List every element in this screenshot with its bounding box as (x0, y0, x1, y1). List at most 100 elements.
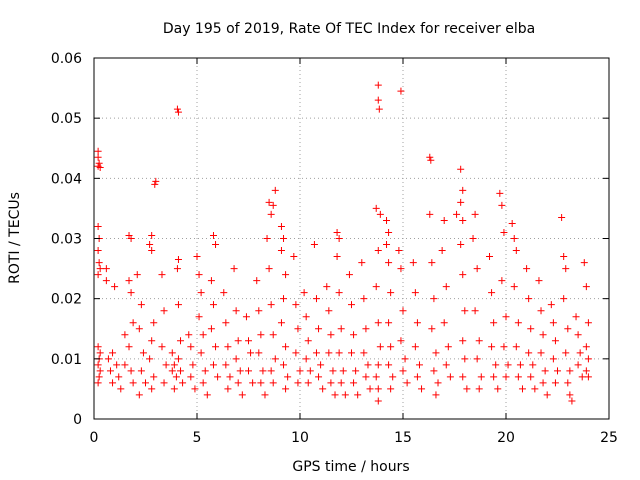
data-point (327, 331, 335, 339)
data-point (568, 397, 576, 405)
data-point (374, 247, 382, 255)
data-point (500, 228, 508, 236)
data-point (325, 307, 333, 315)
y-axis-ticks: 0 0.01 0.02 0.03 0.04 0.05 0.06 (51, 51, 609, 428)
data-point (174, 256, 182, 264)
data-point (160, 379, 168, 387)
data-point (335, 289, 343, 297)
data-point (170, 361, 178, 369)
data-point (271, 186, 279, 194)
data-point (500, 343, 508, 351)
data-point (133, 271, 141, 279)
data-point (209, 361, 217, 369)
data-point (127, 367, 135, 375)
data-point (335, 349, 343, 357)
data-point (385, 228, 393, 236)
data-point (170, 385, 178, 393)
x-tick-label: 25 (600, 430, 618, 446)
data-point (300, 289, 308, 297)
data-point (426, 153, 434, 161)
data-point (562, 265, 570, 273)
data-point (403, 379, 411, 387)
data-point (96, 265, 104, 273)
data-point (473, 355, 481, 363)
data-point (127, 235, 135, 242)
data-point (207, 277, 215, 285)
data-point (566, 391, 574, 399)
data-point (284, 373, 292, 381)
data-point (512, 343, 520, 351)
data-point (95, 373, 103, 381)
data-point (267, 367, 275, 375)
data-point (259, 367, 267, 375)
data-point (173, 105, 181, 113)
data-point (197, 289, 205, 297)
data-point (514, 373, 522, 381)
data-point (224, 385, 232, 393)
data-point (549, 319, 557, 327)
data-point (236, 367, 244, 375)
data-point (457, 241, 465, 249)
data-point (366, 385, 374, 393)
data-point (280, 361, 288, 369)
data-point (94, 153, 102, 161)
x-tick-label: 20 (497, 430, 515, 446)
data-point (397, 337, 405, 345)
y-tick-label: 0.06 (51, 51, 82, 67)
data-point (282, 343, 290, 351)
x-tick-label: 0 (90, 430, 99, 446)
y-tick-label: 0.05 (51, 111, 82, 127)
data-point (271, 355, 279, 363)
data-point (142, 379, 149, 387)
data-point (387, 385, 395, 393)
data-point (94, 247, 102, 255)
data-point (541, 367, 549, 375)
data-point (312, 349, 320, 357)
data-point (387, 343, 395, 351)
data-point (354, 391, 362, 399)
data-point (582, 367, 590, 375)
data-point (438, 247, 446, 255)
data-point (374, 385, 382, 393)
data-point (339, 367, 347, 375)
data-point (282, 385, 290, 393)
data-point (109, 379, 117, 387)
data-point (137, 301, 145, 309)
data-point (94, 379, 102, 387)
data-point (319, 385, 327, 393)
data-point (94, 222, 102, 230)
data-point (173, 265, 181, 273)
x-tick-label: 10 (291, 430, 309, 446)
data-point (525, 349, 533, 357)
data-point (558, 213, 566, 221)
data-point (539, 379, 547, 387)
data-point (475, 337, 483, 345)
data-point (427, 156, 435, 164)
data-point (265, 265, 273, 273)
data-point (195, 313, 203, 321)
data-point (535, 277, 543, 285)
data-point (253, 277, 261, 285)
data-point (294, 379, 302, 387)
data-point (428, 325, 436, 333)
data-point (323, 283, 331, 291)
data-point (168, 349, 176, 357)
data-point (189, 361, 197, 369)
data-point (160, 307, 168, 315)
data-point (584, 355, 592, 363)
data-point (564, 325, 572, 333)
data-point (387, 289, 395, 297)
data-point (135, 391, 143, 399)
data-point (121, 331, 129, 339)
data-point (345, 271, 353, 279)
data-point (129, 319, 137, 327)
data-point (95, 159, 103, 167)
data-point (362, 325, 370, 333)
data-point (574, 361, 582, 369)
data-point (411, 343, 419, 351)
data-point (358, 259, 366, 267)
data-point (148, 247, 156, 255)
data-point (395, 247, 403, 255)
data-point (331, 391, 339, 399)
